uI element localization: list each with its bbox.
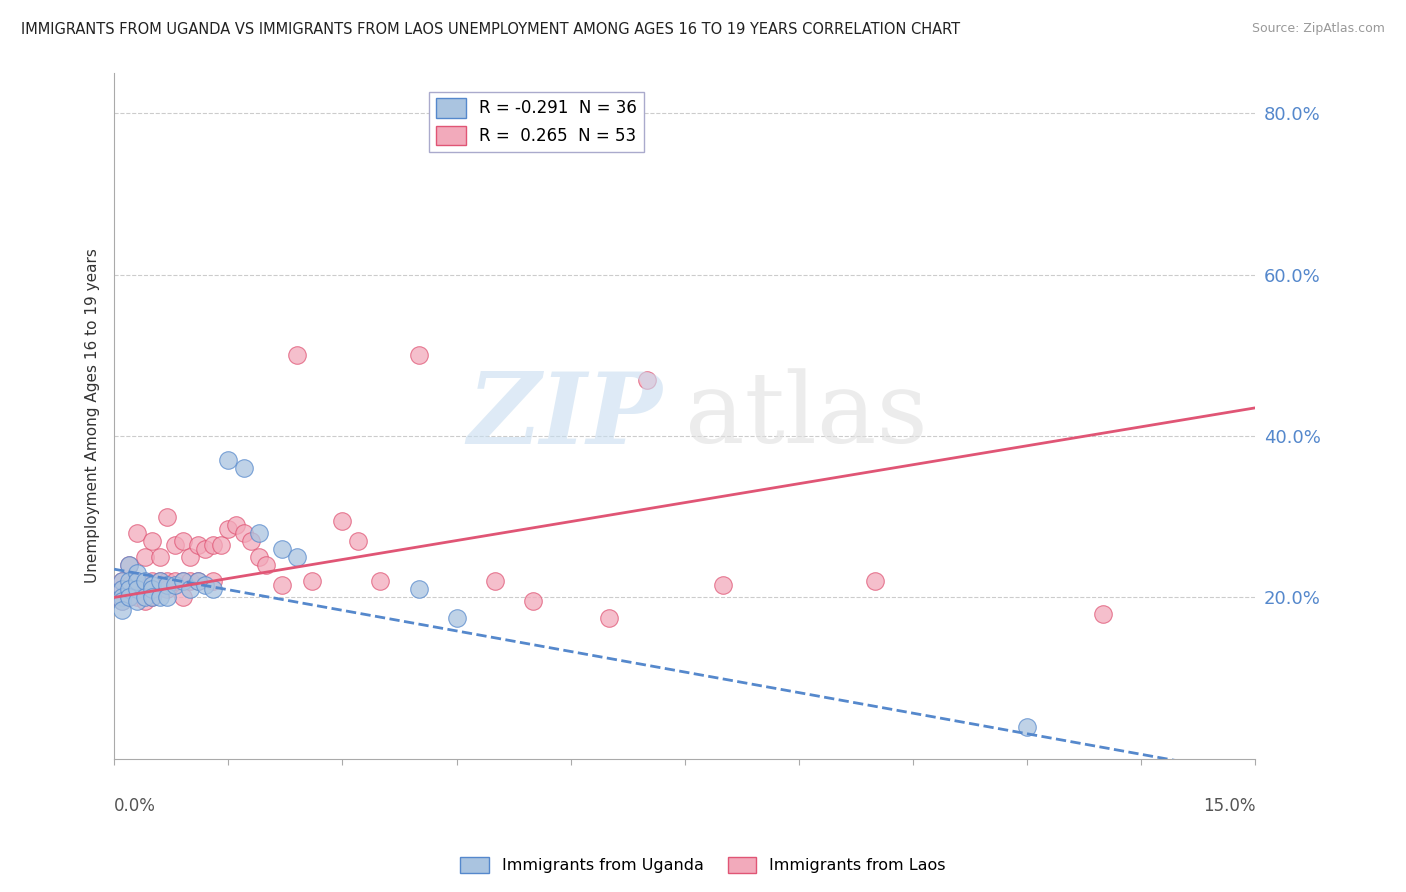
Point [134, 550, 156, 565]
Point [522, 594, 544, 608]
Point [111, 591, 134, 605]
Point [1017, 719, 1039, 733]
Point [202, 582, 225, 597]
Point [118, 582, 141, 597]
Point [118, 578, 141, 592]
Point [134, 578, 156, 592]
Point [332, 514, 354, 528]
Point [270, 578, 292, 592]
Point [111, 602, 134, 616]
Point [285, 348, 308, 362]
Point [111, 574, 134, 589]
Point [863, 574, 886, 589]
Point [598, 610, 620, 624]
Point [165, 578, 187, 592]
Point [346, 533, 368, 548]
Point [111, 594, 134, 608]
Point [408, 348, 430, 362]
Point [165, 574, 187, 589]
Point [125, 594, 148, 608]
Point [111, 574, 134, 589]
Point [125, 591, 148, 605]
Point [156, 574, 179, 589]
Point [187, 574, 209, 589]
Legend: Immigrants from Uganda, Immigrants from Laos: Immigrants from Uganda, Immigrants from … [454, 850, 952, 880]
Point [141, 533, 163, 548]
Point [254, 558, 277, 573]
Point [202, 574, 225, 589]
Point [141, 582, 163, 597]
Text: 0.0%: 0.0% [114, 797, 156, 814]
Point [125, 566, 148, 581]
Point [172, 574, 194, 589]
Point [217, 453, 239, 467]
Point [247, 550, 270, 565]
Point [111, 594, 134, 608]
Point [125, 582, 148, 597]
Point [217, 522, 239, 536]
Point [636, 373, 658, 387]
Point [202, 538, 225, 552]
Point [209, 538, 232, 552]
Point [240, 533, 263, 548]
Legend: R = -0.291  N = 36, R =  0.265  N = 53: R = -0.291 N = 36, R = 0.265 N = 53 [429, 92, 644, 152]
Point [484, 574, 506, 589]
Point [225, 517, 247, 532]
Point [172, 574, 194, 589]
Point [134, 591, 156, 605]
Point [1092, 607, 1115, 621]
Point [125, 574, 148, 589]
Point [165, 538, 187, 552]
Point [711, 578, 734, 592]
Point [187, 574, 209, 589]
Point [172, 591, 194, 605]
Point [285, 550, 308, 565]
Point [111, 582, 134, 597]
Point [141, 591, 163, 605]
Point [149, 550, 172, 565]
Text: Source: ZipAtlas.com: Source: ZipAtlas.com [1251, 22, 1385, 36]
Point [149, 574, 172, 589]
Point [232, 525, 254, 540]
Y-axis label: Unemployment Among Ages 16 to 19 years: Unemployment Among Ages 16 to 19 years [86, 249, 100, 583]
Text: 15.0%: 15.0% [1204, 797, 1256, 814]
Point [149, 591, 172, 605]
Point [187, 538, 209, 552]
Point [118, 574, 141, 589]
Text: IMMIGRANTS FROM UGANDA VS IMMIGRANTS FROM LAOS UNEMPLOYMENT AMONG AGES 16 TO 19 : IMMIGRANTS FROM UGANDA VS IMMIGRANTS FRO… [21, 22, 960, 37]
Text: atlas: atlas [685, 368, 928, 464]
Point [172, 533, 194, 548]
Point [141, 591, 163, 605]
Point [125, 574, 148, 589]
Point [111, 582, 134, 597]
Point [134, 574, 156, 589]
Point [156, 591, 179, 605]
Point [270, 541, 292, 556]
Point [446, 610, 468, 624]
Point [149, 574, 172, 589]
Text: ZIP: ZIP [467, 368, 662, 464]
Point [408, 582, 430, 597]
Point [156, 509, 179, 524]
Point [179, 550, 201, 565]
Point [247, 525, 270, 540]
Point [141, 574, 163, 589]
Point [118, 591, 141, 605]
Point [232, 461, 254, 475]
Point [125, 525, 148, 540]
Point [179, 574, 201, 589]
Point [141, 578, 163, 592]
Point [301, 574, 323, 589]
Point [118, 558, 141, 573]
Point [194, 541, 217, 556]
Point [134, 594, 156, 608]
Point [179, 582, 201, 597]
Point [194, 578, 217, 592]
Point [156, 582, 179, 597]
Point [118, 591, 141, 605]
Point [118, 558, 141, 573]
Point [156, 578, 179, 592]
Point [370, 574, 392, 589]
